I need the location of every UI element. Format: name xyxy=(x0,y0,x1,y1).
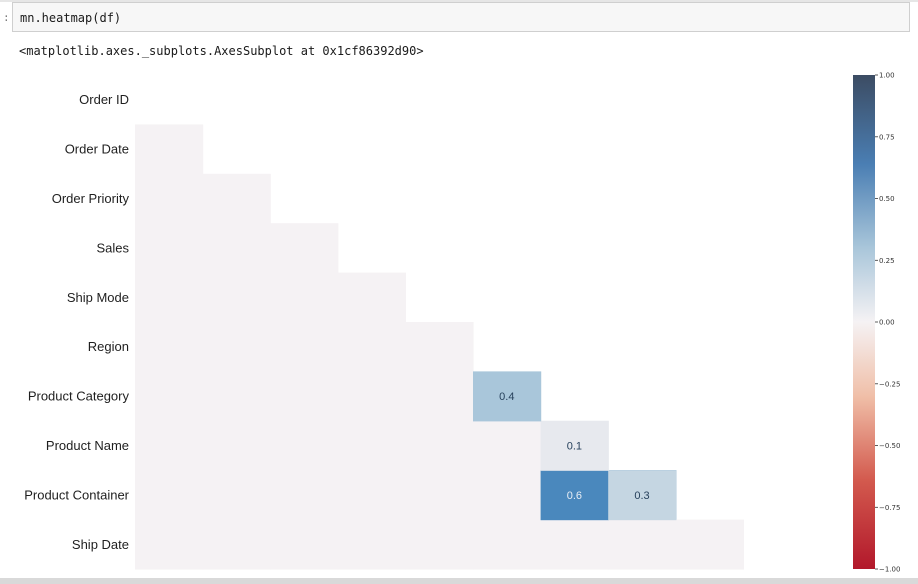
heatmap-cell xyxy=(337,420,406,471)
heatmap-cell xyxy=(270,371,339,422)
heatmap-cell xyxy=(473,519,542,570)
code-cell[interactable]: mn.heatmap(df) xyxy=(12,2,910,32)
row-label: Sales xyxy=(96,240,129,255)
cell-value-label: 0.3 xyxy=(634,490,649,502)
colorbar-tick-label: −0.25 xyxy=(879,380,900,388)
cell-prompt: : xyxy=(3,11,10,24)
heatmap-cell xyxy=(270,470,339,521)
heatmap-cell xyxy=(202,322,271,372)
heatmap-cell xyxy=(337,322,406,372)
cell-top-rule xyxy=(0,0,918,2)
row-label: Ship Mode xyxy=(67,290,129,305)
heatmap-cell xyxy=(202,519,271,570)
heatmap-cell xyxy=(135,519,204,570)
colorbar-ticks: 1.00 0.75 0.50 0.25 0.00 −0.25 −0.50 −0.75 −1.00 xyxy=(875,72,900,574)
colorbar-tick-label: 0.25 xyxy=(879,257,895,265)
heatmap-cell xyxy=(135,420,204,471)
heatmap-cell xyxy=(337,371,406,422)
heatmap-cell xyxy=(608,519,677,570)
heatmap-highlight-cell xyxy=(540,470,609,521)
colorbar-tick-label: −1.00 xyxy=(879,566,900,574)
row-labels: Order ID Order Date Order Priority Sales Shi… xyxy=(24,92,129,552)
row-label: Order Date xyxy=(65,142,129,157)
heatmap-cell xyxy=(405,322,474,372)
heatmap-cell xyxy=(405,519,474,570)
bottom-scrollbar[interactable] xyxy=(0,578,918,584)
heatmap-cell xyxy=(135,470,204,521)
heatmap-cell xyxy=(135,173,204,224)
heatmap-cell xyxy=(540,519,609,570)
heatmap-cell xyxy=(135,371,204,422)
heatmap-cell xyxy=(202,420,271,471)
cell-value-label: 0.6 xyxy=(567,490,582,502)
colorbar xyxy=(853,75,875,569)
heatmap-cell xyxy=(337,519,406,570)
row-label: Product Name xyxy=(46,438,129,453)
heatmap-cell xyxy=(135,223,204,274)
heatmap-cell xyxy=(405,371,474,422)
heatmap-cell xyxy=(270,322,339,372)
heatmap-highlight-cell xyxy=(608,470,677,521)
heatmap-cell xyxy=(337,272,406,323)
heatmap-cell xyxy=(270,272,339,323)
colorbar-tick-label: 0.75 xyxy=(879,133,895,141)
heatmap-highlight-cell xyxy=(540,420,609,471)
heatmap-cell xyxy=(337,470,406,521)
heatmap-cells xyxy=(135,124,744,570)
heatmap-cell xyxy=(473,470,542,521)
colorbar-tick-label: 0.00 xyxy=(879,319,895,327)
row-label: Order Priority xyxy=(52,191,130,206)
cell-value-labels: 0.6 0.3 0.1 0.4 xyxy=(499,391,649,502)
heatmap-cell xyxy=(202,272,271,323)
row-label: Ship Date xyxy=(72,537,129,552)
cell-value-label: 0.1 xyxy=(567,441,582,453)
heatmap-cell xyxy=(675,519,744,570)
heatmap-cell xyxy=(202,470,271,521)
colorbar-tick-label: −0.50 xyxy=(879,442,900,450)
colorbar-tick-label: −0.75 xyxy=(879,504,900,512)
heatmap-cell xyxy=(202,173,271,224)
heatmap-cell xyxy=(202,223,271,274)
colorbar-tick-label: 0.50 xyxy=(879,195,895,203)
heatmap-cell xyxy=(270,519,339,570)
heatmap-cell xyxy=(405,470,474,521)
cell-output: <matplotlib.axes._subplots.AxesSubplot a… xyxy=(19,44,424,58)
heatmap-cell xyxy=(135,272,204,323)
heatmap-cell xyxy=(473,420,542,471)
row-label: Region xyxy=(88,339,129,354)
cell-value-label: 0.4 xyxy=(499,391,514,403)
heatmap-cell xyxy=(202,371,271,422)
heatmap-cell xyxy=(135,322,204,372)
code-input[interactable]: mn.heatmap(df) xyxy=(20,11,122,25)
colorbar-tick-label: 1.00 xyxy=(879,72,895,80)
heatmap-cell xyxy=(270,223,339,274)
heatmap-cell xyxy=(405,420,474,471)
heatmap-cell xyxy=(270,420,339,471)
heatmap-cell xyxy=(135,124,204,175)
row-label: Product Category xyxy=(28,389,130,404)
colorbar-gradient xyxy=(853,75,875,569)
row-label: Order ID xyxy=(79,92,129,107)
heatmap-highlight-cell xyxy=(473,371,542,422)
row-label: Product Container xyxy=(24,487,129,502)
